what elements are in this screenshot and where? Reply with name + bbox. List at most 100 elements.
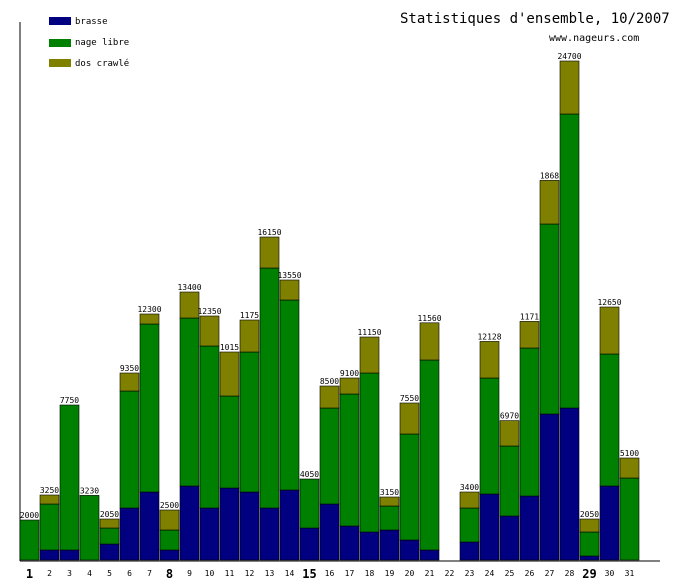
bar-dos-crawlé-day-14	[279, 279, 300, 301]
total-label-day-5: 2050	[100, 510, 119, 519]
bar-nage-libre-day-15	[299, 478, 320, 529]
x-tick-label-17: 17	[345, 569, 355, 578]
x-tick-label-1: 1	[26, 567, 33, 580]
total-label-day-11: 1015	[220, 343, 239, 352]
bar-brasse-day-27	[539, 413, 560, 561]
x-tick-label-25: 25	[505, 569, 515, 578]
legend-label-brasse: brasse	[75, 17, 108, 27]
total-label-day-23: 3400	[460, 483, 479, 492]
bar-brasse-day-6	[119, 507, 140, 561]
legend-swatch-brasse	[49, 17, 71, 25]
x-tick-label-31: 31	[625, 569, 635, 578]
bar-dos-crawlé-day-6	[119, 372, 140, 392]
bar-brasse-day-2	[39, 549, 60, 561]
total-label-day-20: 7550	[400, 394, 419, 403]
bar-dos-crawlé-day-10	[199, 315, 220, 347]
bar-dos-crawlé-day-9	[179, 291, 200, 319]
total-label-day-6: 9350	[120, 364, 139, 373]
bar-dos-crawlé-day-12	[239, 319, 260, 353]
x-tick-label-19: 19	[385, 569, 395, 578]
bar-nage-libre-day-30	[599, 353, 620, 487]
x-tick-label-8: 8	[166, 567, 173, 580]
bar-dos-crawlé-day-21	[419, 322, 440, 361]
bar-dos-crawlé-day-27	[539, 180, 560, 225]
bar-dos-crawlé-day-26	[519, 321, 540, 349]
total-label-day-29: 2050	[580, 510, 599, 519]
legend-swatch-dos-crawle	[49, 59, 71, 67]
bar-nage-libre-day-6	[119, 390, 140, 509]
total-label-day-3: 7750	[60, 396, 79, 405]
bar-dos-crawlé-day-18	[359, 336, 380, 374]
bar-dos-crawlé-day-20	[399, 402, 420, 435]
bar-dos-crawlé-day-30	[599, 306, 620, 355]
bar-dos-crawlé-day-8	[159, 509, 180, 531]
bar-dos-crawlé-day-28	[559, 60, 580, 115]
bar-nage-libre-day-25	[499, 445, 520, 517]
x-tick-label-27: 27	[545, 569, 555, 578]
bar-brasse-day-20	[399, 539, 420, 561]
bar-nage-libre-day-7	[139, 323, 160, 493]
bar-dos-crawlé-day-31	[619, 457, 640, 479]
x-tick-label-4: 4	[87, 569, 92, 578]
bar-nage-libre-day-17	[339, 393, 360, 527]
legend-label-dos-crawle: dos crawlé	[75, 58, 129, 69]
bar-nage-libre-day-10	[199, 345, 220, 509]
x-tick-label-28: 28	[565, 569, 575, 578]
bar-brasse-day-10	[199, 507, 220, 561]
bar-nage-libre-day-18	[359, 372, 380, 533]
bar-nage-libre-day-28	[559, 113, 580, 409]
bar-nage-libre-day-14	[279, 299, 300, 491]
bar-brasse-day-12	[239, 491, 260, 561]
bar-nage-libre-day-11	[219, 395, 240, 489]
bar-nage-libre-day-31	[619, 477, 640, 561]
bar-brasse-day-7	[139, 491, 160, 561]
total-label-day-28: 24700	[557, 52, 581, 61]
bar-dos-crawlé-day-25	[499, 420, 520, 447]
total-label-day-15: 4050	[300, 470, 319, 479]
x-tick-label-7: 7	[147, 569, 152, 578]
bars: 2000 3250 7750 3230 2050 9350 12300 2500 13400 12…	[19, 52, 640, 561]
total-label-day-8: 2500	[160, 501, 179, 510]
x-tick-label-20: 20	[405, 569, 415, 578]
bar-nage-libre-day-1	[19, 519, 40, 561]
x-tick-label-30: 30	[605, 569, 615, 578]
x-tick-label-11: 11	[225, 569, 235, 578]
bar-nage-libre-day-8	[159, 529, 180, 551]
bar-nage-libre-day-9	[179, 317, 200, 487]
bar-nage-libre-day-16	[319, 407, 340, 505]
bar-nage-libre-day-27	[539, 223, 560, 415]
total-label-day-10: 12350	[197, 307, 221, 316]
bar-nage-libre-day-20	[399, 433, 420, 541]
legend-label-nage-libre: nage libre	[75, 38, 129, 48]
bar-nage-libre-day-13	[259, 267, 280, 509]
x-tick-label-16: 16	[325, 569, 335, 578]
bar-nage-libre-day-26	[519, 347, 540, 497]
total-label-day-27: 1868	[540, 171, 559, 180]
total-label-day-30: 12650	[597, 298, 621, 307]
bar-dos-crawlé-day-29	[579, 518, 600, 533]
legend: brasse nage libre dos crawlé	[49, 17, 129, 69]
bar-brasse-day-15	[299, 527, 320, 561]
total-label-day-1: 2000	[20, 511, 39, 520]
total-label-day-17: 9100	[340, 369, 359, 378]
bar-nage-libre-day-21	[419, 359, 440, 551]
bar-nage-libre-day-24	[479, 377, 500, 495]
bar-brasse-day-29	[579, 555, 600, 561]
bar-nage-libre-day-23	[459, 507, 480, 543]
bar-brasse-day-21	[419, 549, 440, 561]
bar-brasse-day-30	[599, 485, 620, 561]
bar-brasse-day-25	[499, 515, 520, 561]
total-label-day-24: 12128	[477, 332, 501, 341]
bar-brasse-day-28	[559, 407, 580, 561]
x-tick-label-26: 26	[525, 569, 535, 578]
bar-nage-libre-day-5	[99, 527, 120, 545]
total-label-day-21: 11560	[417, 314, 441, 323]
x-tick-label-22: 22	[445, 569, 455, 578]
x-tick-label-9: 9	[187, 569, 192, 578]
total-label-day-26: 1171	[520, 312, 539, 321]
bar-dos-crawlé-day-11	[219, 351, 240, 397]
total-label-day-31: 5100	[620, 449, 639, 458]
chart-subtitle: www.nageurs.com	[549, 33, 639, 44]
total-label-day-2: 3250	[40, 486, 59, 495]
